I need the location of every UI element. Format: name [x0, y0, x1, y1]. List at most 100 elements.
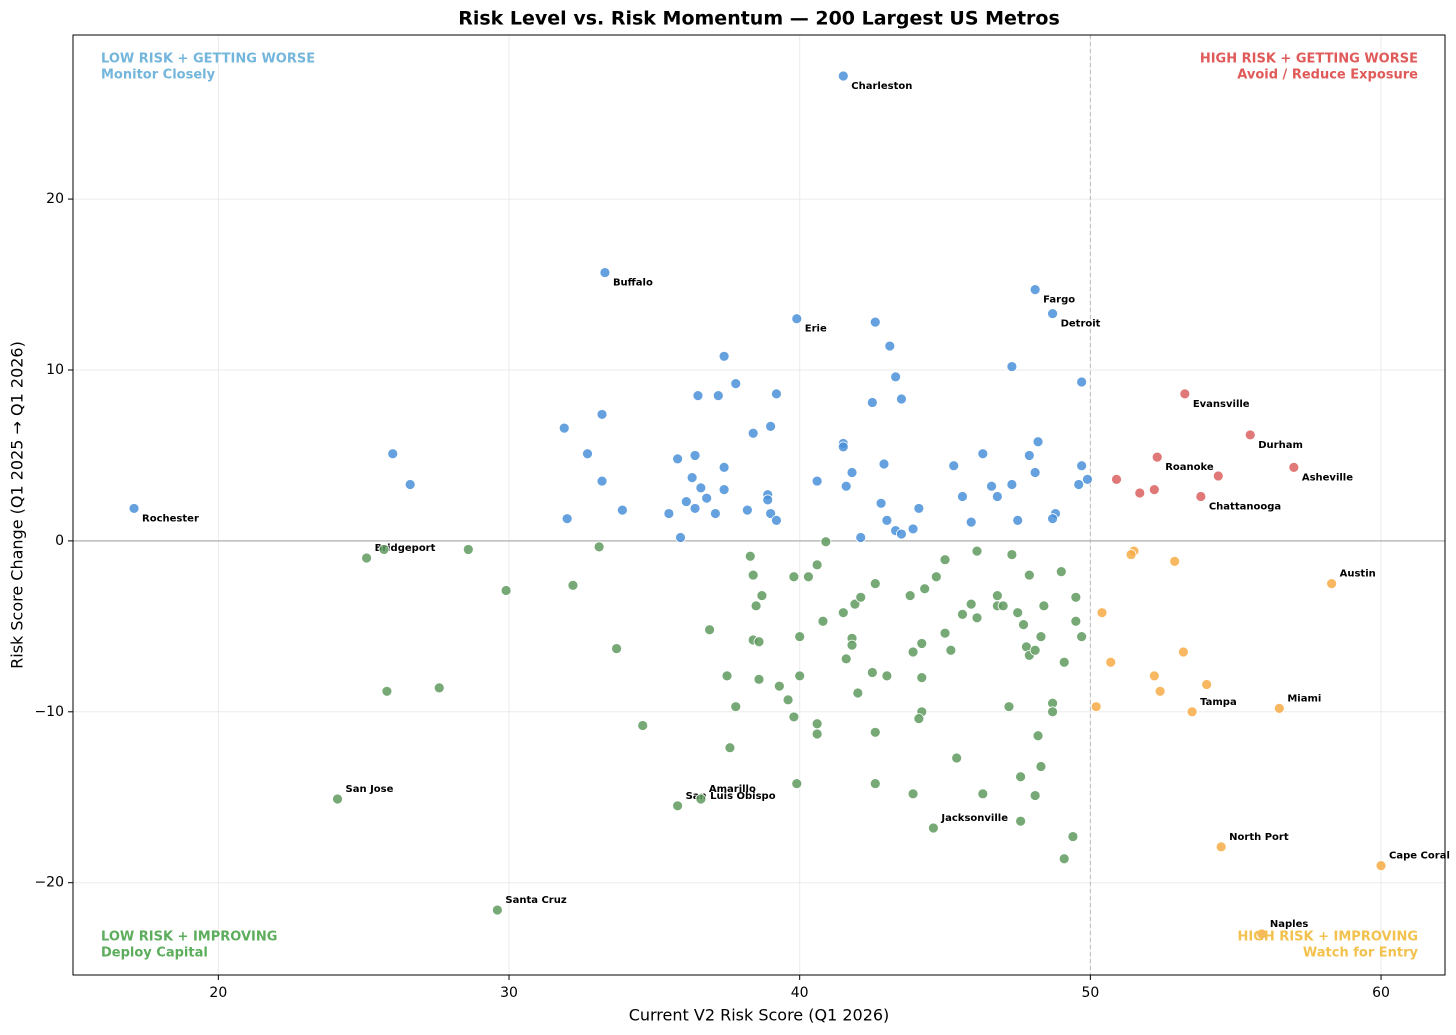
data-point	[582, 448, 593, 460]
point-label: Evansville	[1193, 399, 1250, 410]
data-point	[875, 497, 887, 509]
data-point	[1047, 706, 1058, 718]
data-point	[1111, 473, 1122, 485]
data-point	[1035, 631, 1047, 642]
point-label: Rochester	[142, 513, 199, 524]
data-point	[811, 559, 823, 571]
data-point	[1023, 569, 1035, 581]
data-point	[561, 513, 573, 525]
quadrant-title: HIGH RISK + IMPROVING	[1238, 930, 1418, 945]
data-point	[433, 682, 445, 694]
data-point	[1032, 730, 1044, 742]
quadrant-title: LOW RISK + IMPROVING	[101, 930, 277, 945]
data-point	[837, 70, 849, 82]
data-point	[878, 458, 890, 470]
data-point	[1375, 860, 1387, 872]
data-point	[773, 680, 785, 692]
data-point	[971, 612, 983, 624]
data-point	[332, 793, 343, 805]
data-point	[919, 583, 931, 595]
data-point	[387, 448, 399, 460]
data-point	[1029, 790, 1041, 801]
data-point	[855, 532, 867, 543]
data-point	[1148, 484, 1160, 496]
data-point	[1201, 679, 1213, 690]
data-point	[916, 638, 928, 649]
data-point	[724, 742, 736, 754]
data-point	[1015, 771, 1027, 783]
data-point	[1067, 831, 1079, 842]
data-point	[500, 585, 512, 596]
data-point	[1212, 470, 1224, 482]
data-point	[1012, 607, 1024, 619]
data-point	[1070, 615, 1082, 627]
data-point	[913, 713, 925, 725]
data-point	[811, 728, 823, 740]
point-label: Roanoke	[1165, 462, 1214, 473]
data-point	[558, 422, 570, 434]
data-point	[971, 545, 983, 557]
point-label: Erie	[805, 324, 827, 335]
data-point	[977, 448, 989, 460]
data-point	[1082, 473, 1093, 485]
data-point	[730, 701, 742, 713]
point-label: Detroit	[1061, 319, 1101, 330]
data-point	[1105, 656, 1117, 668]
data-point	[811, 718, 823, 730]
data-point	[991, 590, 1003, 601]
data-point	[896, 393, 907, 405]
data-point	[462, 544, 474, 555]
data-point	[1058, 853, 1070, 865]
chart-title: Risk Level vs. Risk Momentum — 200 Large…	[458, 8, 1060, 30]
data-point	[965, 598, 977, 610]
data-point	[1047, 308, 1058, 319]
data-point	[1076, 460, 1088, 472]
data-point	[750, 600, 762, 612]
data-point	[741, 504, 753, 516]
data-point	[718, 461, 730, 473]
data-point	[794, 631, 806, 642]
data-point	[840, 480, 852, 492]
data-point	[1032, 436, 1044, 448]
data-point	[957, 608, 968, 620]
data-point	[788, 711, 800, 723]
data-point	[675, 532, 686, 543]
point-label: Durham	[1258, 440, 1303, 451]
data-point	[881, 670, 893, 682]
quadrant-title: HIGH RISK + GETTING WORSE	[1200, 52, 1418, 67]
point-label: Charleston	[851, 81, 912, 92]
y-axis-label: Risk Score Change (Q1 2025 → Q1 2026)	[8, 341, 27, 669]
data-point	[381, 685, 393, 697]
data-point	[744, 550, 756, 562]
data-point	[747, 569, 759, 581]
data-point	[689, 503, 701, 514]
data-point	[765, 508, 777, 519]
data-point	[1186, 706, 1198, 718]
data-point	[977, 788, 989, 800]
data-point	[948, 460, 960, 472]
data-point	[1035, 761, 1047, 772]
data-point	[945, 644, 957, 656]
data-point	[593, 541, 605, 553]
data-point	[721, 670, 733, 682]
data-point	[1023, 450, 1035, 461]
data-point	[672, 800, 684, 812]
data-point	[1038, 600, 1050, 612]
data-point	[846, 467, 858, 478]
data-point	[803, 571, 814, 583]
data-point	[689, 450, 701, 461]
data-point	[718, 350, 730, 362]
data-point	[1179, 388, 1191, 400]
quadrant-subtitle: Avoid / Reduce Exposure	[1237, 68, 1418, 83]
data-point	[991, 491, 1003, 502]
data-point	[1273, 702, 1285, 714]
data-point	[1215, 841, 1227, 853]
data-point	[663, 508, 675, 519]
data-point	[1076, 631, 1088, 642]
y-tick-label: 10	[46, 362, 64, 378]
data-point	[957, 491, 968, 502]
data-point	[913, 503, 925, 514]
data-point	[869, 726, 881, 738]
data-point	[765, 420, 777, 432]
data-point	[782, 694, 794, 706]
